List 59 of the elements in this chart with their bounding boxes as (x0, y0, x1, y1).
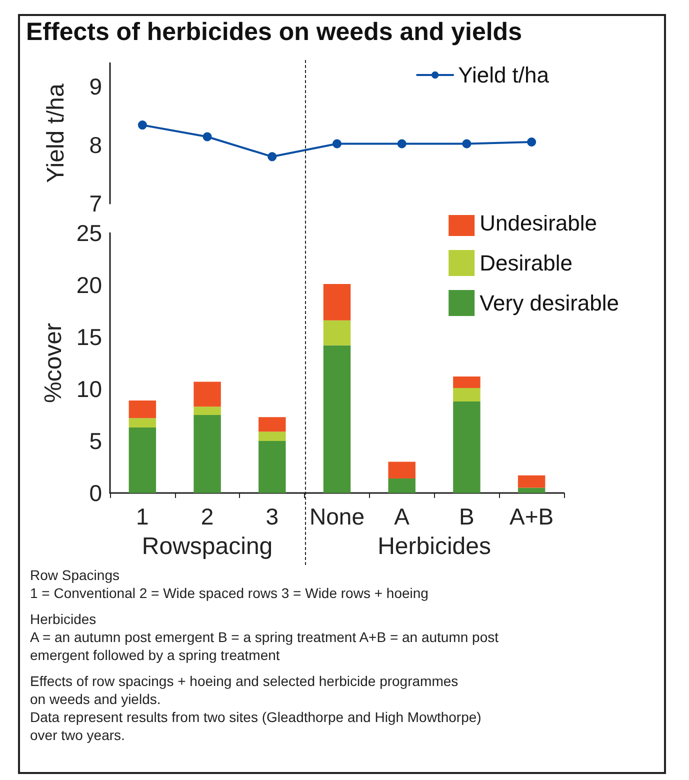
text: Herbicides (30, 610, 98, 628)
text: Row Spacings (30, 566, 120, 584)
y-tick-label: 25 (76, 220, 102, 246)
text: Effects of row spacings + hoeing and selected herbicide programmes (30, 672, 460, 690)
y-tick-label: 7 (89, 190, 102, 216)
text: 1 = Conventional 2 = Wide spaced rows 3 = Wide rows + hoeing (30, 584, 430, 602)
y-axis-title: Yield t/ha (42, 83, 70, 183)
chart-title: Effects of herbicides on weeds and yields (26, 18, 522, 47)
text: on weeds and yields. (30, 690, 162, 708)
text: emergent followed by a spring treatment (30, 646, 281, 664)
y-tick-label: 10 (76, 376, 102, 402)
text: A = an autumn post emergent B = a spring treatment A+B = an autumn post (30, 628, 500, 646)
bar (518, 475, 546, 488)
text: Data represent results from two sites (Gleadthorpe and High Mowthorpe) (30, 708, 482, 726)
point (202, 132, 212, 142)
y-tick-label: 8 (89, 132, 102, 158)
bar (323, 345, 351, 493)
bar (128, 400, 156, 418)
bar (194, 406, 221, 415)
point (332, 139, 342, 148)
y-tick-label: 5 (89, 428, 102, 454)
bar (194, 382, 221, 407)
point (527, 138, 536, 147)
bar (128, 418, 156, 428)
x-tick-label: 3 (266, 504, 279, 530)
x-tick-label: None (310, 504, 364, 530)
point (138, 120, 147, 130)
text: over two years. (30, 726, 126, 744)
bar (323, 284, 351, 320)
bar (453, 401, 480, 493)
bar (258, 417, 286, 432)
legend-label: Desirable (480, 250, 573, 276)
x-tick-label: A+B (510, 504, 554, 530)
bar (388, 478, 416, 493)
point (397, 139, 406, 148)
y-tick-label: 20 (76, 272, 102, 298)
bar (453, 376, 480, 388)
legend-label: Yield t/ha (458, 62, 550, 88)
bar (128, 427, 156, 493)
x-tick-label: 1 (136, 504, 149, 530)
x-tick-label: A (394, 504, 410, 530)
bar (453, 388, 480, 402)
y-tick-label: 15 (76, 324, 102, 350)
x-tick-label: 2 (200, 504, 214, 530)
y-tick-label: 0 (89, 480, 102, 506)
bar (258, 432, 286, 441)
point (462, 139, 472, 148)
y-tick-label: 9 (89, 73, 102, 100)
y-axis-title: %cover (40, 322, 68, 404)
point (268, 152, 277, 162)
x-tick-label: B (459, 504, 474, 530)
text: Herbicides (378, 533, 491, 561)
bar (323, 320, 351, 346)
bar (388, 462, 416, 478)
bar (194, 415, 221, 493)
legend-label: Very desirable (480, 290, 620, 316)
bar (258, 441, 286, 493)
text: Rowspacing (142, 533, 273, 561)
bar (518, 488, 546, 493)
